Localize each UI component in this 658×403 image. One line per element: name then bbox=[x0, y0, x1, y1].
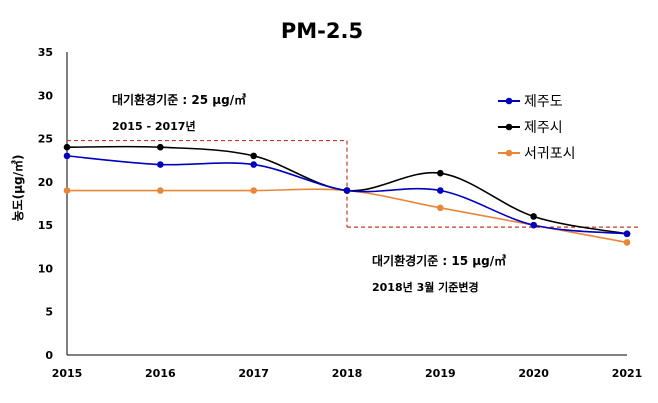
legend-label-제주시: 제주시 bbox=[524, 120, 563, 136]
series-line-제주도 bbox=[66, 155, 628, 235]
data-point-제주시 bbox=[250, 152, 257, 160]
x-tick-label: 2016 bbox=[145, 367, 176, 380]
y-tick-label: 25 bbox=[38, 133, 53, 146]
data-point-서귀포시 bbox=[437, 204, 444, 212]
data-point-제주도 bbox=[343, 187, 351, 194]
y-tick-label: 15 bbox=[38, 219, 53, 232]
x-tick-label: 2017 bbox=[238, 367, 269, 380]
y-tick-label: 5 bbox=[45, 306, 53, 319]
y-tick-label: 0 bbox=[45, 349, 53, 362]
chart-title: PM-2.5 bbox=[281, 19, 363, 43]
annotation-2018-line1: 대기환경기준 : 15 μg/㎥ bbox=[372, 253, 506, 268]
x-tick-label: 2019 bbox=[425, 367, 456, 380]
y-axis-label: 농도(μg/㎥) bbox=[10, 155, 25, 222]
annotation-2018-line2: 2018년 3월 기준변경 bbox=[372, 280, 479, 294]
x-tick-label: 2020 bbox=[518, 367, 549, 380]
data-point-제주도 bbox=[250, 161, 257, 168]
data-point-제주도 bbox=[63, 152, 71, 160]
legend-marker-서귀포시 bbox=[505, 149, 513, 157]
data-point-제주도 bbox=[437, 187, 444, 194]
data-point-제주도 bbox=[157, 161, 164, 168]
data-point-제주시 bbox=[63, 143, 71, 151]
y-tick-label: 20 bbox=[38, 176, 54, 189]
legend-marker-제주시 bbox=[505, 123, 513, 131]
data-point-제주시 bbox=[437, 169, 444, 177]
annotation-2015-line1: 대기환경기준 : 25 μg/㎥ bbox=[112, 92, 246, 107]
data-point-서귀포시 bbox=[623, 239, 631, 246]
y-tick-label: 35 bbox=[38, 46, 53, 59]
x-tick-label: 2018 bbox=[332, 367, 363, 380]
x-tick-label: 2021 bbox=[612, 367, 643, 380]
legend-label-제주도: 제주도 bbox=[524, 94, 563, 110]
data-point-제주도 bbox=[530, 221, 537, 229]
data-point-서귀포시 bbox=[157, 187, 164, 194]
data-point-제주시 bbox=[157, 143, 164, 151]
y-tick-label: 30 bbox=[38, 89, 54, 102]
x-tick-label: 2015 bbox=[52, 367, 83, 380]
data-point-제주도 bbox=[623, 230, 631, 238]
data-point-제주시 bbox=[530, 213, 537, 220]
legend-label-서귀포시: 서귀포시 bbox=[524, 146, 576, 162]
legend-marker-제주도 bbox=[505, 97, 513, 105]
y-tick-label: 10 bbox=[38, 262, 54, 275]
data-point-서귀포시 bbox=[63, 187, 71, 194]
annotation-2015-line2: 2015 - 2017년 bbox=[112, 119, 196, 133]
data-point-서귀포시 bbox=[250, 187, 257, 194]
